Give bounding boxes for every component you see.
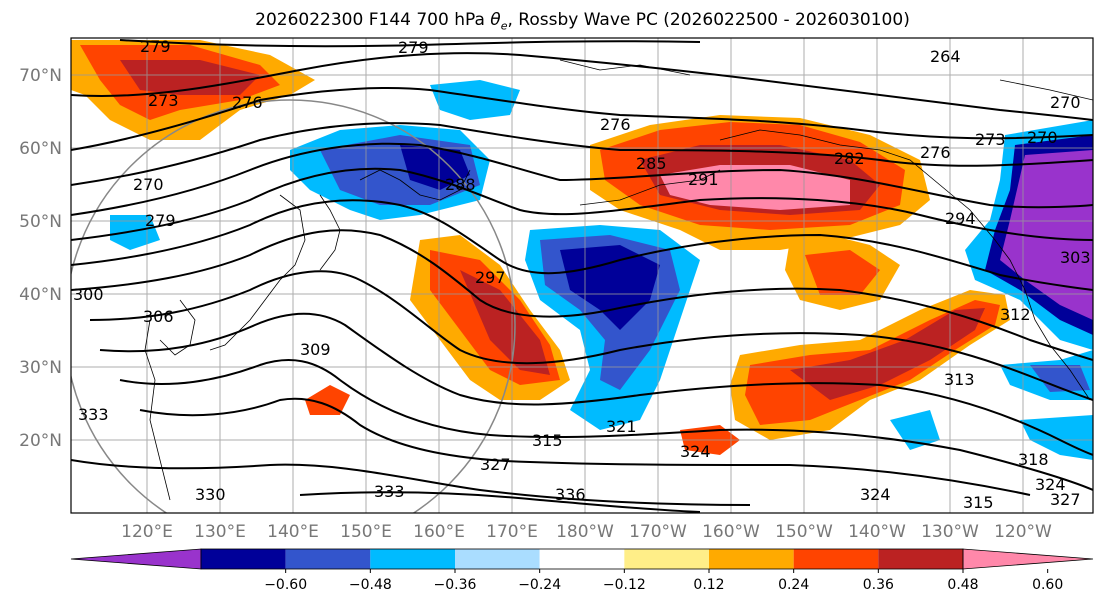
- colorbar-frame: [200, 548, 964, 570]
- contour-label: 276: [920, 143, 951, 162]
- colorbar-tick-label: 0.36: [863, 577, 894, 593]
- title-rest: , Rossby Wave PC (2026022500 - 202603010…: [507, 10, 910, 30]
- contour-label: 327: [480, 455, 511, 474]
- title-main: 2026022300 F144 700 hPa: [255, 10, 491, 30]
- contour-label: 330: [195, 485, 226, 504]
- contour-label: 300: [73, 285, 104, 304]
- lon-label: 150°W: [775, 522, 833, 542]
- colorbar-bin: [709, 549, 794, 569]
- anomaly-shading: [71, 40, 1093, 460]
- contour-label: 270: [1050, 93, 1081, 112]
- contour-label: 333: [78, 405, 109, 424]
- contour-label: 270: [1027, 128, 1058, 147]
- colorbar-bin: [793, 549, 879, 569]
- lon-label: 180°W: [556, 522, 614, 542]
- contour-label-layer: 279 279 273 276 264 270 276 273 276 270 …: [73, 37, 1091, 512]
- lon-label: 170°W: [629, 522, 687, 542]
- lon-label: 160°E: [413, 522, 465, 542]
- lon-label: 140°E: [267, 522, 319, 542]
- colorbar-tick-label: 0.60: [1032, 577, 1063, 593]
- contour-label: 264: [930, 47, 961, 66]
- coastlines: [144, 59, 1093, 501]
- colorbar-tick-label: 0.24: [778, 577, 809, 593]
- colorbar-tick-label: −0.12: [603, 577, 646, 593]
- contour-label: 315: [532, 431, 563, 450]
- contour-label: 309: [300, 340, 331, 359]
- contour-label: 285: [636, 154, 667, 173]
- lat-label: 20°N: [19, 431, 62, 451]
- title-theta: θ: [490, 10, 501, 30]
- figure-title: 2026022300 F144 700 hPa θe, Rossby Wave …: [0, 0, 1105, 36]
- theta-e-contours: [71, 39, 1093, 513]
- lat-label: 50°N: [19, 212, 62, 232]
- contour-label: 324: [680, 442, 711, 461]
- longitude-axis: 120°E 130°E 140°E 150°E 160°E 170°E 180°…: [121, 522, 1052, 542]
- lon-label: 140°W: [848, 522, 906, 542]
- lat-label: 70°N: [19, 66, 62, 86]
- contour-label: 324: [860, 485, 891, 504]
- contour-label: 306: [143, 307, 174, 326]
- lon-label: 150°E: [340, 522, 392, 542]
- contour-label: 315: [963, 493, 994, 512]
- lat-label: 30°N: [19, 358, 62, 378]
- contour-label: 273: [148, 91, 179, 110]
- colorbar-bin: [878, 549, 963, 569]
- lat-label: 60°N: [19, 139, 62, 159]
- contour-label: 291: [688, 170, 719, 189]
- lon-label: 120°E: [121, 522, 173, 542]
- contour-label: 333: [374, 482, 405, 501]
- lon-label: 160°W: [702, 522, 760, 542]
- colorbar-extend-high: [962, 548, 1094, 570]
- contour-label: 288: [445, 175, 476, 194]
- contour-label: 318: [1018, 450, 1049, 469]
- contour-label: 297: [475, 268, 506, 287]
- colorbar-tick-label: −0.60: [264, 577, 307, 593]
- map-frame: [70, 37, 1094, 514]
- contour-label: 324: [1035, 475, 1066, 494]
- contour-label: 282: [834, 149, 865, 168]
- contour-label: 321: [606, 417, 637, 436]
- colorbar-bin: [455, 549, 540, 569]
- colorbar-tick-label: 0.48: [947, 577, 978, 593]
- contour-label: 312: [1000, 305, 1031, 324]
- colorbar: −0.60 −0.48 −0.36 −0.24 −0.12 0.12 0.24 0.36 0.4…: [70, 548, 1094, 593]
- colorbar-bin: [285, 549, 371, 569]
- lon-label: 120°W: [994, 522, 1052, 542]
- reference-circle: [71, 99, 516, 513]
- colorbar-extend-low: [70, 548, 202, 570]
- colorbar-bin: [370, 549, 455, 569]
- lon-label: 130°E: [194, 522, 246, 542]
- lon-label: 130°W: [921, 522, 979, 542]
- lat-label: 40°N: [19, 285, 62, 305]
- contour-label: 276: [600, 115, 631, 134]
- colorbar-bin: [624, 549, 709, 569]
- colorbar-tick-label: −0.36: [434, 577, 477, 593]
- contour-label: 279: [140, 37, 171, 56]
- colorbar-tick-label: 0.12: [693, 577, 724, 593]
- contour-label: 336: [555, 485, 586, 504]
- contour-label: 273: [975, 130, 1006, 149]
- colorbar-bin: [201, 549, 286, 569]
- lon-label: 170°E: [486, 522, 538, 542]
- colorbar-tick-label: −0.48: [349, 577, 392, 593]
- contour-label: 276: [232, 93, 263, 112]
- contour-label: 279: [398, 38, 429, 57]
- title-sub: e: [500, 19, 508, 33]
- graticule: [71, 38, 1093, 513]
- contour-label: 303: [1060, 248, 1091, 267]
- colorbar-bin: [539, 549, 625, 569]
- contour-label: 327: [1050, 490, 1081, 509]
- latitude-axis: 70°N 60°N 50°N 40°N 30°N 20°N: [19, 66, 62, 451]
- colorbar-tick-label: −0.24: [518, 577, 561, 593]
- contour-label: 270: [133, 175, 164, 194]
- contour-label: 313: [944, 370, 975, 389]
- contour-label: 294: [945, 209, 976, 228]
- contour-label: 279: [145, 211, 176, 230]
